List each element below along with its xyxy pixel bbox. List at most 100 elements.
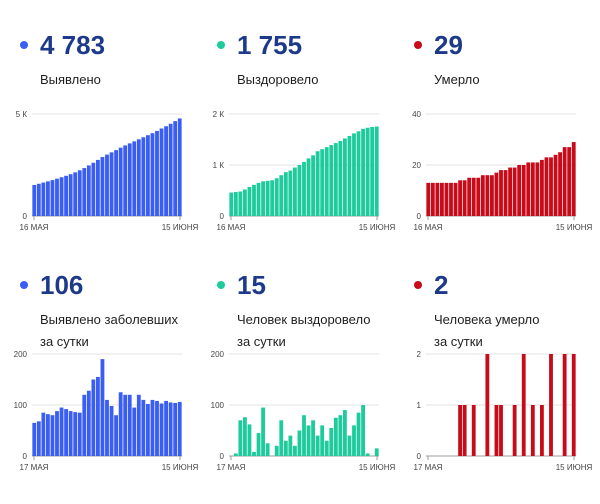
bar-chart: 0 5 К 16 МАЯ 15 ИЮНЯ [16, 110, 199, 232]
bar [279, 420, 284, 456]
bar [329, 427, 334, 456]
bar [141, 137, 146, 216]
bar [46, 414, 50, 456]
bar [324, 147, 329, 216]
bar [238, 420, 243, 456]
stat-label: Выявлено заболевших [40, 312, 178, 327]
bar [462, 405, 467, 456]
bar [127, 394, 132, 456]
x-start-label: 17 МАЯ [20, 463, 49, 472]
bar [68, 411, 73, 456]
bar [315, 151, 320, 216]
bar [293, 445, 297, 456]
bar [238, 191, 243, 216]
y-tick-label: 0 [417, 452, 422, 461]
bar [82, 168, 87, 216]
bar [356, 412, 361, 456]
bar [361, 128, 365, 216]
bar [521, 354, 526, 456]
bar [141, 399, 146, 456]
bar [123, 145, 128, 216]
bar [530, 405, 535, 456]
bar [571, 142, 576, 216]
bar [311, 155, 315, 216]
bar [243, 417, 247, 456]
x-end-label: 15 ИЮНЯ [359, 223, 396, 232]
bar [521, 165, 526, 216]
stat-panel-3: 29 Умерло 0 20 40 16 МАЯ 15 ИЮНЯ [412, 28, 600, 258]
bar [553, 154, 558, 216]
bar [549, 157, 553, 216]
bar [256, 433, 261, 456]
bar [136, 394, 141, 456]
bar [91, 379, 96, 456]
bar [370, 127, 375, 216]
legend-dot-icon [414, 41, 422, 49]
bar [127, 143, 132, 216]
bar [338, 141, 343, 216]
bar [247, 424, 252, 456]
x-end-label: 15 ИЮНЯ [359, 463, 396, 472]
bar [302, 415, 306, 456]
bar [494, 405, 499, 456]
bar [471, 405, 476, 456]
bar [571, 354, 576, 456]
stat-label: Человека умерло [434, 312, 540, 327]
x-start-label: 17 МАЯ [414, 463, 443, 472]
bar [159, 403, 164, 456]
bar-chart: 0 100 200 17 МАЯ 15 ИЮНЯ [14, 350, 199, 472]
x-start-label: 16 МАЯ [414, 223, 443, 232]
bar [155, 130, 159, 216]
bar [435, 182, 440, 216]
bar [64, 409, 68, 456]
bar [426, 182, 431, 216]
bar [168, 402, 173, 456]
bar [517, 165, 522, 216]
bar [64, 175, 68, 216]
bar [86, 390, 91, 456]
bar [338, 415, 343, 456]
bar [503, 170, 508, 216]
y-tick-label: 40 [412, 110, 421, 119]
bar [173, 121, 178, 216]
bar [68, 174, 73, 216]
bar [374, 126, 379, 216]
bar [512, 167, 517, 216]
bar [444, 182, 449, 216]
bar [105, 154, 109, 216]
bar [177, 401, 182, 456]
bar [352, 133, 356, 216]
bar [499, 170, 503, 216]
bar [530, 162, 535, 216]
bar [544, 157, 549, 216]
y-tick-label: 1 К [213, 161, 225, 170]
bar [297, 430, 302, 456]
bar [247, 186, 252, 216]
bar [252, 451, 256, 456]
bar [329, 145, 334, 216]
bar [458, 180, 462, 216]
stat-label: Умерло [434, 72, 480, 87]
bar [274, 445, 279, 456]
bar [177, 118, 182, 216]
stat-value: 2 [434, 270, 449, 300]
bar [458, 405, 462, 456]
bar [150, 133, 155, 216]
bar [343, 410, 347, 456]
x-start-label: 16 МАЯ [20, 223, 49, 232]
y-tick-label: 100 [14, 401, 28, 410]
legend-dot-icon [217, 281, 225, 289]
stat-value: 15 [237, 270, 266, 300]
bar [311, 420, 315, 456]
x-start-label: 16 МАЯ [217, 223, 246, 232]
bar [96, 376, 100, 456]
y-tick-label: 0 [220, 452, 225, 461]
bar [485, 354, 490, 456]
bar [159, 128, 164, 216]
x-end-label: 15 ИЮНЯ [162, 463, 199, 472]
bar [146, 135, 150, 216]
bar [91, 162, 96, 216]
bar [499, 405, 503, 456]
bar [306, 158, 311, 216]
bar [471, 177, 476, 216]
